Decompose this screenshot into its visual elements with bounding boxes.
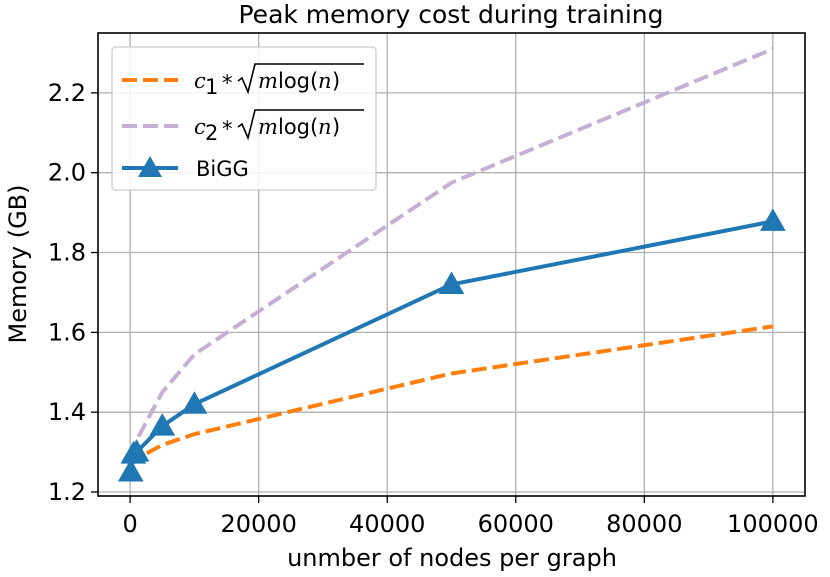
legend: c 1 * m log(n)c 2 * m log(n)BiGG bbox=[111, 46, 377, 191]
legend-math-op: * bbox=[222, 117, 233, 141]
data-point-triangle bbox=[181, 391, 208, 414]
x-tick-label: 80000 bbox=[606, 510, 682, 538]
x-axis-title: unmber of nodes per graph bbox=[287, 544, 617, 572]
axis-ticks: 0 20000 40000 60000 80000 100000 1.2 1.4 1.6 1.8 2… bbox=[48, 79, 819, 538]
paren-close: ) bbox=[332, 115, 340, 139]
legend-math-arg: m bbox=[258, 115, 278, 139]
legend-math-var: n bbox=[318, 69, 332, 93]
legend-math-var: n bbox=[318, 115, 332, 139]
x-tick-label: 40000 bbox=[349, 510, 425, 538]
legend-math-fn: log bbox=[278, 115, 310, 139]
legend-math-sub: 2 bbox=[205, 121, 218, 145]
sqrt-radical bbox=[237, 63, 364, 95]
legend-box bbox=[111, 46, 377, 191]
legend-label-2: c 2 * m log(n) bbox=[194, 109, 364, 145]
y-tick-label: 1.4 bbox=[48, 398, 86, 426]
legend-label-1: c 1 * m log(n) bbox=[194, 63, 364, 99]
x-tick-label: 0 bbox=[122, 510, 137, 538]
y-tick-label: 2.2 bbox=[48, 79, 86, 107]
data-point-triangle bbox=[760, 208, 786, 231]
data-point-triangle bbox=[117, 459, 144, 482]
chart-title: Peak memory cost during training bbox=[239, 0, 664, 29]
paren-open: ( bbox=[310, 115, 318, 139]
legend-math-fn: log bbox=[278, 69, 310, 93]
legend-math-sub: 1 bbox=[205, 75, 218, 99]
legend-math-coef: c bbox=[194, 69, 206, 93]
series-line-3 bbox=[128, 219, 774, 473]
x-tick-label: 100000 bbox=[727, 510, 819, 538]
series-layer bbox=[117, 47, 786, 482]
y-tick-label: 2.0 bbox=[48, 159, 86, 187]
x-tick-label: 20000 bbox=[221, 510, 297, 538]
legend-math-coef: c bbox=[194, 115, 206, 139]
data-point-triangle bbox=[149, 413, 176, 436]
y-tick-label: 1.2 bbox=[48, 478, 86, 506]
legend-label-3: BiGG bbox=[196, 157, 249, 181]
data-point-triangle bbox=[123, 439, 150, 462]
plot-frame bbox=[97, 32, 806, 497]
y-tick-label: 1.8 bbox=[48, 239, 86, 267]
y-axis-title: Memory (GB) bbox=[4, 184, 32, 343]
legend-math-arg: m bbox=[258, 69, 278, 93]
data-point-triangle bbox=[438, 271, 465, 294]
paren-close: ) bbox=[332, 69, 340, 93]
sqrt-radical bbox=[237, 109, 364, 141]
legend-marker-triangle bbox=[138, 156, 162, 177]
series-line-1 bbox=[129, 324, 774, 468]
paren-open: ( bbox=[310, 69, 318, 93]
x-tick-label: 60000 bbox=[478, 510, 554, 538]
y-tick-label: 1.6 bbox=[48, 318, 86, 346]
legend-math-op: * bbox=[222, 71, 233, 95]
